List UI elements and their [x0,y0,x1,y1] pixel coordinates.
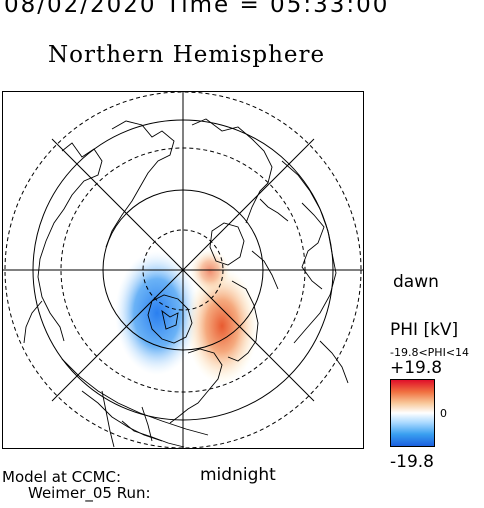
colorbar-title: PHI [kV] [390,320,459,340]
colorbar-mid-label: 0 [440,407,447,420]
dawn-label: dawn [393,272,439,292]
midnight-label: midnight [200,465,276,485]
colorbar-range: -19.8<PHI<14 [390,346,470,359]
polar-map [2,91,364,449]
negative-potential-cell [115,251,199,375]
positive-potential-cell [186,268,258,384]
footer-run: Weimer_05 Run: [28,484,151,502]
map-title: Northern Hemisphere [48,42,326,68]
datetime-header: 08/02/2020 Time = 05:33:00 [4,0,390,18]
colorbar [390,379,435,447]
coastlines [23,118,349,448]
colorbar-min-label: -19.8 [390,452,434,472]
footer-model: Model at CCMC: [2,468,122,486]
colorbar-max-label: +19.8 [390,358,443,378]
meridian-diagonal-2 [51,138,315,402]
positive-potential-cell-secondary [190,249,230,293]
